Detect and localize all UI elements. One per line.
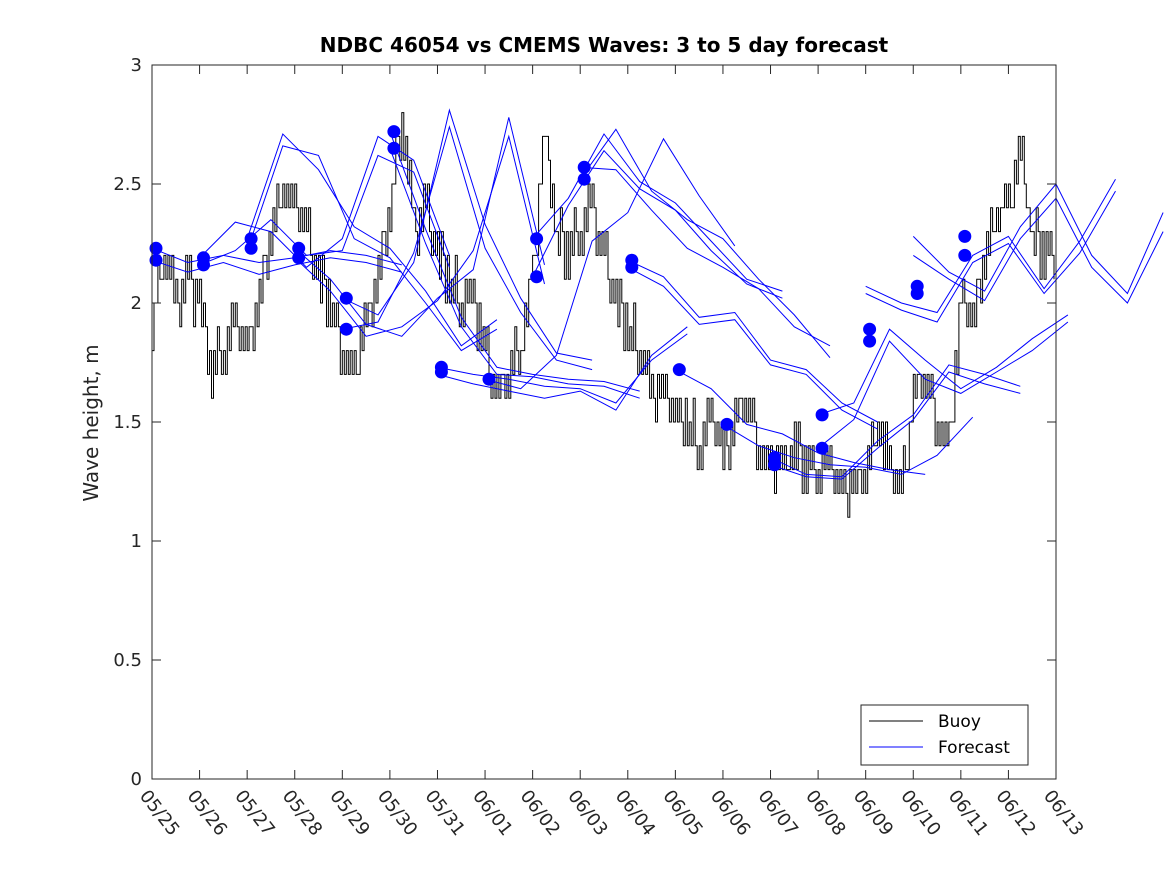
forecast-marker bbox=[387, 141, 401, 155]
forecast-marker bbox=[339, 291, 353, 305]
axes-background bbox=[152, 65, 1056, 779]
forecast-run-line bbox=[580, 166, 831, 347]
forecast-run-line bbox=[913, 197, 1164, 304]
forecast-marker bbox=[815, 441, 829, 455]
forecast-run-line bbox=[770, 371, 1021, 480]
buoy-series-line bbox=[152, 112, 1055, 518]
forecast-run-line bbox=[817, 321, 1069, 449]
forecast-run-line bbox=[389, 131, 640, 392]
y-axis-label: Wave height, m bbox=[79, 344, 103, 501]
forecast-run-line bbox=[579, 128, 831, 359]
y-tick-label: 2.5 bbox=[113, 174, 142, 195]
forecast-run-line bbox=[675, 369, 926, 475]
forecast-run-line bbox=[912, 183, 1164, 295]
forecast-marker bbox=[863, 334, 877, 348]
forecast-run-line bbox=[532, 133, 783, 292]
forecast-marker bbox=[577, 172, 591, 186]
y-tick-label: 0 bbox=[131, 769, 142, 790]
forecast-run-line bbox=[722, 416, 974, 475]
forecast-run-line bbox=[865, 190, 1116, 323]
y-tick-label: 1 bbox=[131, 531, 142, 552]
forecast-marker bbox=[434, 365, 448, 379]
legend-box bbox=[860, 704, 1029, 766]
forecast-marker bbox=[482, 372, 496, 386]
forecast-marker bbox=[625, 260, 639, 274]
y-tick-label: 3 bbox=[131, 55, 142, 76]
y-tick-label: 0.5 bbox=[113, 650, 142, 671]
forecast-run-line bbox=[199, 154, 450, 268]
forecast-run-line bbox=[865, 178, 1116, 314]
forecast-run-line bbox=[246, 133, 498, 347]
y-tick-label: 2 bbox=[131, 293, 142, 314]
legend: Buoy Forecast bbox=[860, 704, 1029, 766]
forecast-marker bbox=[339, 322, 353, 336]
forecast-marker bbox=[958, 248, 972, 262]
forecast-run-line bbox=[484, 137, 736, 390]
forecast-marker bbox=[672, 363, 686, 377]
y-tick-label: 1.5 bbox=[113, 412, 142, 433]
forecast-marker bbox=[530, 270, 544, 284]
forecast-marker bbox=[197, 258, 210, 272]
forecast-marker bbox=[577, 160, 591, 174]
forecast-run-line bbox=[151, 257, 402, 275]
forecast-run-line bbox=[627, 266, 878, 430]
forecast-marker bbox=[244, 232, 258, 246]
forecast-run-line bbox=[627, 259, 878, 423]
forecast-marker bbox=[910, 287, 924, 300]
forecast-marker bbox=[768, 458, 781, 472]
forecast-marker bbox=[815, 408, 829, 422]
chart-title: NDBC 46054 vs CMEMS Waves: 3 to 5 day fo… bbox=[320, 33, 889, 57]
forecast-run-line bbox=[342, 108, 593, 361]
forecast-run-line bbox=[294, 134, 545, 337]
forecast-run-line bbox=[437, 333, 688, 404]
forecast-marker bbox=[720, 417, 734, 431]
forecast-run-line bbox=[770, 364, 1021, 478]
forecast-marker bbox=[530, 232, 544, 246]
forecast-run-line bbox=[342, 125, 593, 371]
forecast-marker bbox=[292, 251, 306, 265]
forecast-run-line bbox=[817, 314, 1069, 416]
forecast-run-line bbox=[389, 148, 640, 399]
forecast-marker bbox=[244, 241, 258, 255]
forecast-run-line bbox=[437, 326, 688, 411]
forecast-marker bbox=[387, 125, 401, 139]
legend-label: Buoy bbox=[938, 712, 981, 732]
forecast-marker bbox=[958, 229, 972, 243]
forecast-marker bbox=[863, 322, 877, 336]
forecast-run-line bbox=[151, 247, 402, 266]
plot-area bbox=[149, 65, 1164, 779]
legend-label: Forecast bbox=[938, 738, 1010, 758]
forecast-run-line bbox=[246, 145, 498, 352]
forecast-run-line bbox=[294, 117, 545, 337]
forecast-marker bbox=[149, 253, 163, 267]
forecast-marker bbox=[149, 241, 163, 255]
forecast-marker bbox=[292, 241, 306, 255]
